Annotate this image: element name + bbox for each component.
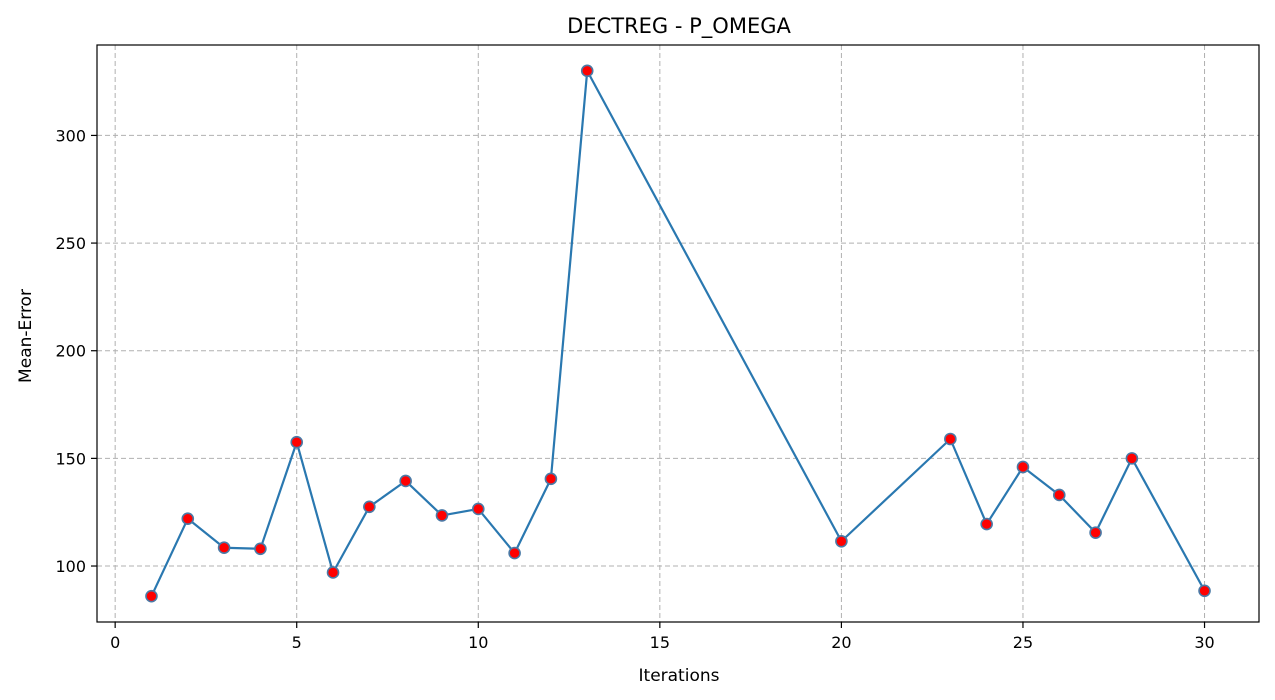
chart-title: DECTREG - P_OMEGA — [567, 14, 791, 39]
data-point — [1198, 584, 1211, 598]
y-tick-label: 100 — [55, 557, 86, 576]
y-tick-label: 150 — [55, 449, 86, 468]
grid — [97, 45, 1259, 622]
series-group — [145, 64, 1211, 603]
data-point — [1052, 488, 1066, 502]
data-point — [508, 546, 521, 560]
data-point — [1089, 526, 1102, 539]
plot-area-frame — [96, 44, 1260, 623]
data-point — [835, 534, 848, 548]
data-point — [217, 541, 231, 555]
x-tick-label: 0 — [110, 633, 120, 652]
series-line — [150, 69, 1206, 597]
x-tick-label: 15 — [650, 633, 670, 652]
x-tick-label: 30 — [1194, 633, 1214, 652]
data-point — [980, 517, 993, 531]
y-tick-label: 200 — [55, 342, 86, 361]
data-point — [363, 500, 376, 514]
data-point — [399, 474, 412, 488]
axis-ticks: 0 5 10 15 20 25 30 100 150 200 250 300 — [55, 126, 1214, 652]
data-point — [326, 566, 340, 579]
x-tick-label: 10 — [468, 633, 488, 652]
data-point — [1125, 452, 1139, 465]
data-point — [580, 64, 594, 78]
y-tick-label: 250 — [55, 234, 86, 253]
data-point — [254, 542, 267, 556]
data-point — [544, 472, 558, 486]
data-point — [1016, 460, 1030, 474]
x-tick-label: 25 — [1013, 633, 1033, 652]
data-point — [435, 509, 449, 522]
y-tick-label: 300 — [55, 126, 86, 145]
x-tick-label: 20 — [831, 633, 851, 652]
data-point — [145, 589, 158, 603]
data-point — [944, 432, 957, 446]
x-tick-label: 5 — [292, 633, 302, 652]
data-point — [181, 512, 195, 525]
y-axis-title: Mean-Error — [16, 289, 36, 383]
data-point — [290, 435, 304, 449]
x-axis-title: Iterations — [639, 666, 720, 686]
data-point — [471, 502, 485, 516]
